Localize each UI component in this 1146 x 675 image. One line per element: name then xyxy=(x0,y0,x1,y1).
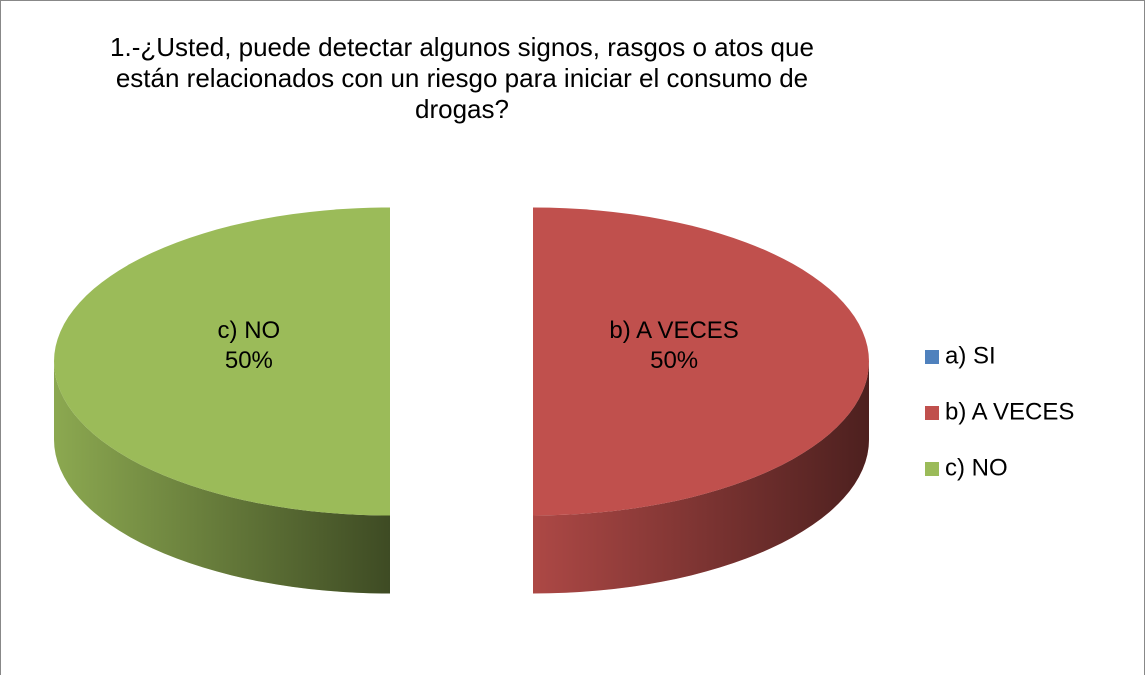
data-label: 50% xyxy=(225,347,273,374)
data-label: 50% xyxy=(650,347,698,374)
data-label-category: c) NO xyxy=(218,317,281,344)
slice xyxy=(53,207,390,516)
slice-side-shade xyxy=(54,361,390,594)
legend-label: b) A VECES xyxy=(945,398,1074,425)
legend-swatch xyxy=(925,350,939,364)
legend-label: a) SI xyxy=(945,342,996,369)
chart-title: 1.-¿Usted, puede detectar algunos signos… xyxy=(110,32,814,124)
data-label-category: b) A VECES xyxy=(609,317,738,344)
legend-swatch xyxy=(925,462,939,476)
legend-swatch xyxy=(925,406,939,420)
legend-label: c) NO xyxy=(945,454,1008,481)
slice-side-shade xyxy=(533,361,870,594)
slice xyxy=(533,207,869,516)
